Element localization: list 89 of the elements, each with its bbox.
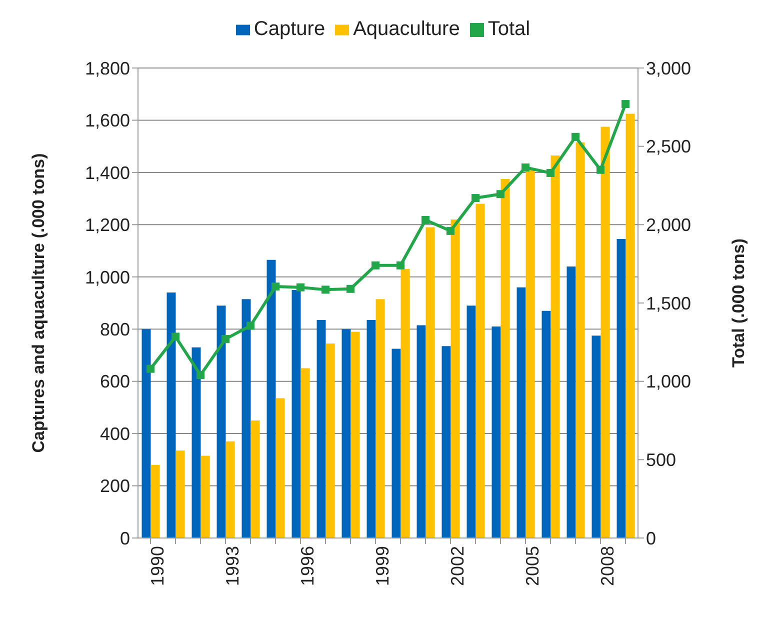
point <box>222 335 230 344</box>
bar <box>300 368 310 538</box>
y2-tick-label: 0 <box>646 528 656 548</box>
bar <box>566 266 576 538</box>
bar <box>226 441 235 538</box>
y-axis-title: Captures and aquaculture (.000 tons) <box>29 153 48 453</box>
bar <box>292 290 301 538</box>
bar <box>166 292 176 538</box>
y-tick-label: 1,400 <box>84 162 130 183</box>
point <box>546 168 554 177</box>
bar <box>426 227 435 538</box>
point <box>196 371 204 380</box>
x-tick-label: 2005 <box>522 546 542 586</box>
bar <box>476 204 485 538</box>
point <box>596 166 604 174</box>
bar <box>600 126 610 538</box>
bar <box>326 343 335 538</box>
y2-tick-label: 2,500 <box>646 136 692 157</box>
y2-tick-label: 1,500 <box>646 293 692 314</box>
bar <box>492 326 501 538</box>
bar <box>616 239 626 538</box>
bar <box>400 269 410 538</box>
bar <box>366 320 376 538</box>
bar <box>316 320 326 538</box>
y-tick-label: 0 <box>120 528 130 548</box>
bar <box>376 299 385 538</box>
y2-tick-label: 3,000 <box>646 58 692 78</box>
bar <box>142 329 151 538</box>
point <box>272 282 280 291</box>
point <box>522 163 530 172</box>
bar <box>516 287 526 538</box>
point <box>622 100 630 108</box>
bar <box>500 178 510 538</box>
bar <box>276 398 285 538</box>
y-tick-label: 200 <box>100 476 130 496</box>
bar <box>216 306 226 538</box>
point <box>296 283 304 292</box>
point <box>246 322 254 330</box>
bar <box>526 168 535 538</box>
y-tick-label: 1,000 <box>84 267 130 288</box>
bar <box>442 346 451 538</box>
y-tick-label: 400 <box>100 424 130 444</box>
bar <box>550 155 560 538</box>
point <box>346 284 354 293</box>
y2-tick-label: 500 <box>646 450 676 470</box>
point <box>396 261 404 270</box>
bar <box>242 299 251 538</box>
bar <box>200 456 210 538</box>
y-tick-label: 1,800 <box>84 58 130 78</box>
bar <box>342 329 351 538</box>
point <box>322 286 330 294</box>
legend-label: Aquaculture <box>353 18 460 40</box>
bar <box>250 420 260 538</box>
y-tick-label: 600 <box>100 372 130 392</box>
point <box>472 194 480 202</box>
legend-label: Total <box>488 18 530 40</box>
y2-tick-label: 1,000 <box>646 372 692 392</box>
bar <box>192 347 201 538</box>
bar <box>150 464 160 538</box>
x-tick-label: 1990 <box>147 546 168 586</box>
legend-label: Capture <box>254 18 326 40</box>
bar <box>576 142 585 538</box>
bar <box>392 348 401 538</box>
y2-tick-label: 2,000 <box>646 215 692 236</box>
x-tick-label: 1993 <box>222 546 242 586</box>
point <box>146 364 154 373</box>
bar <box>466 306 476 538</box>
point <box>496 190 504 198</box>
point <box>572 132 580 141</box>
bar <box>592 336 601 538</box>
bar <box>266 260 276 538</box>
point <box>446 226 454 235</box>
point <box>372 261 380 270</box>
y2-axis-title: Total (.000 tons) <box>729 238 748 368</box>
bar <box>450 219 460 538</box>
y-tick-label: 1,200 <box>84 215 130 236</box>
y-tick-label: 800 <box>100 320 130 340</box>
x-tick-label: 2002 <box>447 546 468 586</box>
bar <box>176 450 185 538</box>
bar <box>350 332 360 538</box>
x-tick-label: 1999 <box>372 546 392 586</box>
bar <box>626 114 635 538</box>
x-tick-label: 2008 <box>597 546 618 586</box>
bar <box>542 310 551 538</box>
x-tick-label: 1996 <box>297 546 318 586</box>
y-tick-label: 1,600 <box>84 110 130 131</box>
bar <box>416 325 426 538</box>
point <box>172 332 180 341</box>
point <box>422 216 430 224</box>
